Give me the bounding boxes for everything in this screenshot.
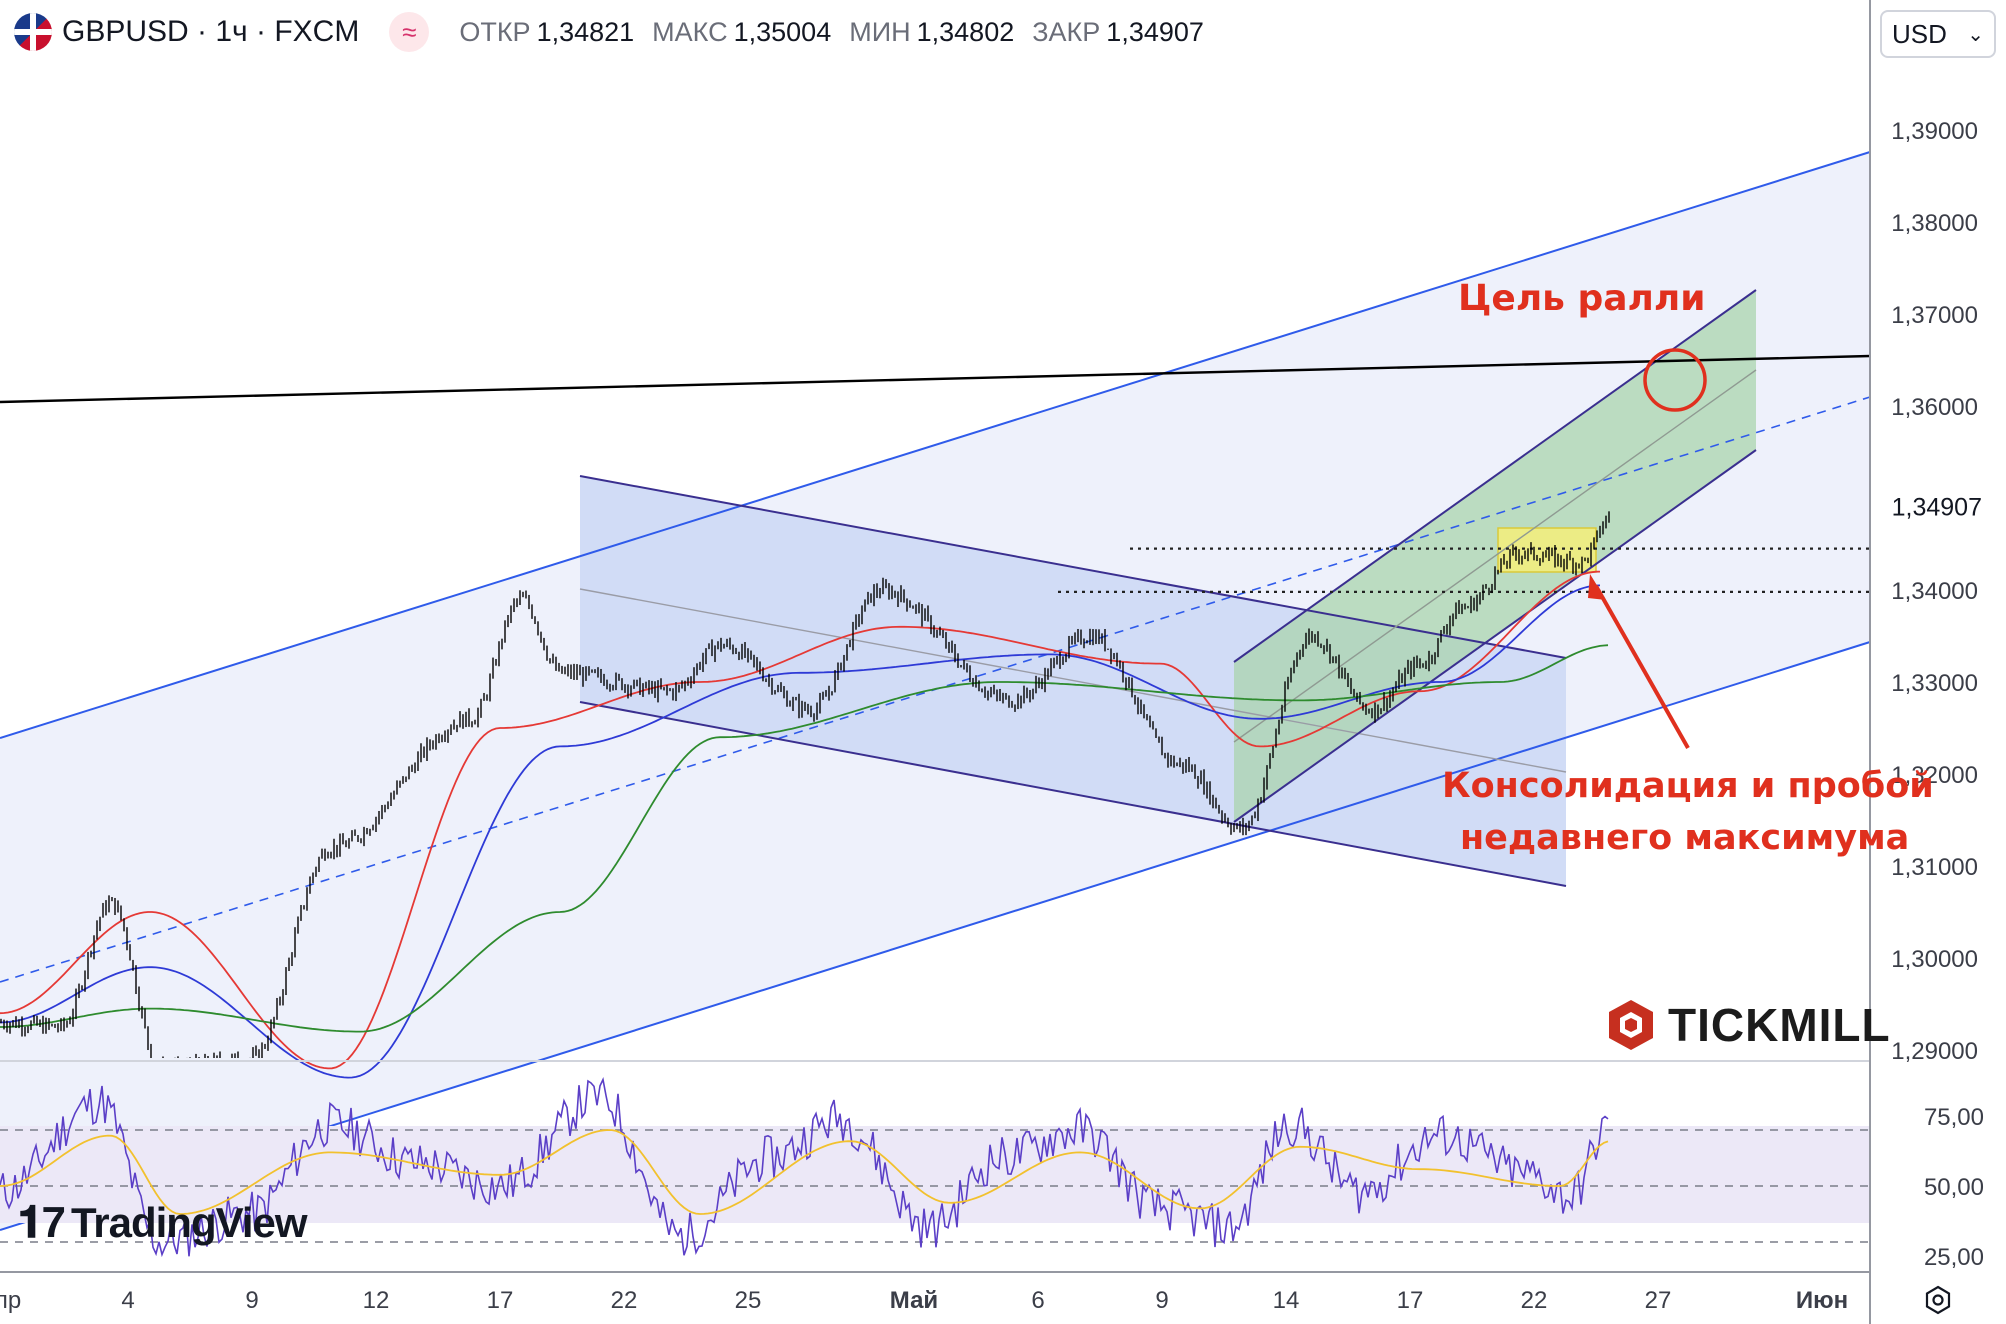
time-tick-label: 17 — [1397, 1287, 1424, 1314]
price-tick-label: 1,29000 — [1891, 1038, 1978, 1065]
descending-channel-top-line — [579, 475, 1567, 659]
chevron-down-icon: ⌄ — [1967, 23, 1984, 46]
descending-channel-bottom-line — [579, 701, 1567, 887]
close-value: 1,34907 — [1106, 16, 1204, 47]
high-value: 1,35004 — [733, 16, 832, 47]
price-tick-label: 1,39000 — [1891, 118, 1978, 145]
moving-average-blue — [0, 584, 1601, 1079]
rsi-tick-label: 75,00 — [1924, 1104, 1984, 1131]
chart-settings-button[interactable] — [1916, 1280, 1960, 1320]
price-axis[interactable]: 1,390001,380001,370001,360001,350001,340… — [1874, 118, 2000, 1065]
time-tick-label: пр — [0, 1287, 21, 1314]
tickmill-wordmark: TICKMILL — [1668, 999, 1891, 1051]
rising-channel-top-line — [0, 151, 1871, 739]
green-channel-midline — [1233, 369, 1757, 743]
time-tick-label: 17 — [487, 1287, 514, 1314]
last-price-label: 1,34907 — [1892, 494, 1982, 522]
low-label: МИН — [849, 16, 911, 47]
price-tick-label: 1,38000 — [1891, 210, 1978, 237]
consolidation-annotation-line2: недавнего максимума — [1460, 818, 1910, 858]
time-tick-label: 6 — [1031, 1287, 1044, 1314]
currency-selector[interactable]: USD ⌄ — [1880, 10, 1996, 58]
rsi-band — [0, 1126, 1870, 1223]
last-price-badge — [1874, 486, 2000, 527]
annotation-arrowhead — [1588, 574, 1606, 600]
green-channel-bottom-line — [1233, 449, 1757, 823]
tradingview-mark-icon: 𝟏7 — [18, 1198, 66, 1247]
price-candles — [0, 511, 1610, 1058]
time-tick-label: 25 — [735, 1287, 762, 1314]
price-tick-label: 1,34000 — [1891, 578, 1978, 605]
time-tick-label: 9 — [1155, 1287, 1168, 1314]
resistance-trend-line — [0, 354, 1871, 404]
high-label: МАКС — [652, 16, 728, 47]
tradingview-logo[interactable]: 𝟏7 TradingView — [18, 1198, 308, 1248]
rsi-tick-label: 25,00 — [1924, 1244, 1984, 1271]
symbol-header: GBPUSD · 1ч · FXCM ≈ ОТКР 1,34821 МАКС 1… — [0, 0, 1222, 64]
tickmill-logo: TICKMILL — [1606, 998, 1891, 1052]
price-tick-label: 1,36000 — [1891, 394, 1978, 421]
target-circle[interactable] — [1643, 348, 1707, 412]
annotation-arrow — [1594, 585, 1690, 749]
time-axis[interactable]: пр 4 9 12 17 22 25 Май 6 9 14 17 22 27 Июн — [0, 1287, 1848, 1314]
open-label: ОТКР — [459, 16, 531, 47]
time-tick-label: 27 — [1645, 1287, 1672, 1314]
rsi-signal-line — [0, 1129, 1609, 1215]
time-tick-label: Май — [890, 1287, 938, 1314]
rsi-axis: 75,00 50,00 25,00 — [1924, 1104, 1984, 1271]
horizontal-levels — [1058, 547, 1870, 593]
time-tick-label: Июн — [1796, 1287, 1848, 1314]
settings-gear-icon — [1925, 1285, 1951, 1315]
open-value: 1,34821 — [536, 16, 635, 47]
consolidation-annotation-line1: Консолидация и пробой — [1442, 766, 1934, 806]
low-value: 1,34802 — [916, 16, 1015, 47]
time-tick-label: 12 — [363, 1287, 390, 1314]
time-tick-label: 4 — [121, 1287, 134, 1314]
moving-averages — [0, 570, 1609, 1079]
price-tick-label: 1,32000 — [1891, 762, 1978, 789]
tickmill-hexagon-icon — [1609, 1000, 1653, 1050]
moving-average-red — [0, 570, 1601, 1070]
time-tick-label: 22 — [1521, 1287, 1548, 1314]
rsi-line — [0, 1077, 1609, 1258]
price-tick-label: 1,33000 — [1891, 670, 1978, 697]
gbpusd-flag-icon — [14, 13, 52, 51]
descending-channel-midline — [579, 588, 1567, 773]
price-tick-label: 1,37000 — [1891, 302, 1978, 329]
moving-average-green — [0, 644, 1609, 1033]
time-tick-label: 14 — [1273, 1287, 1300, 1314]
price-tick-label: 1,31000 — [1891, 854, 1978, 881]
indicator-wave-icon[interactable]: ≈ — [389, 12, 430, 52]
tradingview-wordmark: TradingView — [70, 1199, 308, 1246]
rally-target-annotation: Цель ралли — [1458, 278, 1706, 319]
symbol-title[interactable]: GBPUSD · 1ч · FXCM — [62, 15, 360, 48]
close-label: ЗАКР — [1032, 16, 1101, 47]
time-tick-label: 22 — [611, 1287, 638, 1314]
currency-value: USD — [1892, 18, 1947, 49]
rsi-indicator — [0, 1077, 1870, 1258]
rsi-tick-label: 50,00 — [1924, 1174, 1984, 1201]
price-tick-label: 1,30000 — [1891, 946, 1978, 973]
time-tick-label: 9 — [245, 1287, 258, 1314]
